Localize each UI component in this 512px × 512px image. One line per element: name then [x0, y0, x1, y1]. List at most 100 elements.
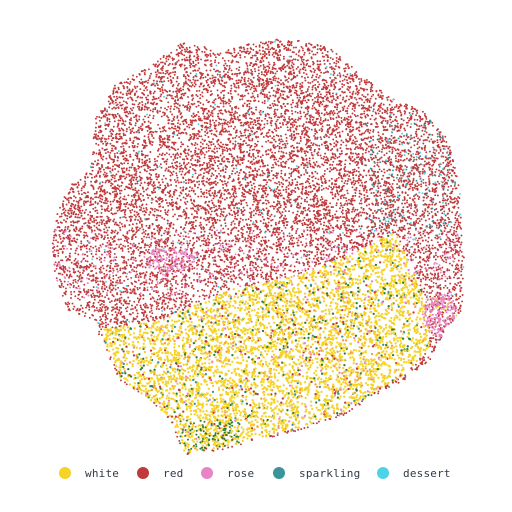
point-red — [176, 76, 179, 78]
point-red — [352, 173, 355, 176]
point-white — [218, 371, 221, 374]
point-red — [154, 191, 157, 194]
point-red — [325, 206, 328, 209]
point-white — [324, 367, 328, 371]
point-red — [290, 109, 293, 112]
point-red — [142, 281, 145, 284]
point-rose — [459, 288, 462, 291]
point-red — [127, 244, 130, 247]
point-red — [83, 184, 86, 187]
point-red — [419, 268, 422, 271]
point-red — [415, 114, 418, 117]
point-red — [313, 226, 316, 229]
point-red — [123, 211, 126, 214]
point-red — [173, 108, 175, 111]
point-dessert — [338, 414, 341, 417]
point-red — [333, 83, 335, 86]
point-red — [229, 92, 232, 95]
point-white — [181, 424, 185, 427]
point-red — [59, 237, 62, 240]
point-red — [226, 265, 228, 268]
point-red — [108, 286, 111, 289]
point-red — [226, 130, 229, 133]
point-dessert — [103, 248, 106, 251]
point-red — [113, 190, 116, 193]
point-red — [69, 204, 72, 207]
point-white — [255, 403, 258, 407]
point-white — [327, 308, 330, 311]
point-red — [134, 317, 137, 320]
point-white — [381, 340, 384, 343]
point-white — [239, 413, 242, 417]
point-red — [314, 132, 317, 135]
point-red — [156, 149, 159, 152]
point-red — [152, 92, 155, 95]
point-red — [354, 182, 357, 185]
point-red — [105, 324, 108, 327]
point-white — [351, 327, 355, 330]
point-red — [330, 168, 333, 171]
point-red — [160, 61, 162, 64]
point-red — [241, 278, 243, 281]
point-red — [275, 77, 277, 80]
point-red — [123, 239, 126, 242]
point-orange — [186, 376, 189, 379]
point-red — [422, 290, 425, 293]
point-red — [199, 77, 202, 80]
point-red — [73, 290, 76, 293]
point-red — [428, 248, 431, 250]
point-white — [331, 288, 334, 292]
point-red — [87, 219, 90, 222]
point-red — [205, 99, 208, 102]
point-red — [147, 106, 150, 109]
point-red — [214, 59, 217, 62]
point-red — [282, 55, 285, 58]
point-red — [100, 211, 103, 214]
point-red — [109, 203, 112, 206]
point-red — [269, 205, 272, 208]
point-red — [431, 133, 434, 136]
point-red — [88, 248, 91, 251]
point-red — [343, 254, 346, 257]
point-red — [223, 64, 225, 67]
point-red — [235, 195, 238, 198]
point-red — [62, 247, 65, 250]
point-red — [416, 194, 419, 197]
point-red — [394, 149, 397, 152]
point-red — [285, 247, 287, 250]
point-red — [134, 236, 137, 238]
point-red — [416, 182, 419, 185]
point-white — [229, 381, 232, 384]
point-white — [390, 356, 394, 360]
point-red — [314, 215, 317, 218]
point-red — [118, 101, 121, 104]
point-red — [126, 232, 129, 235]
point-red — [416, 147, 419, 150]
point-red — [211, 236, 214, 239]
point-red — [307, 268, 310, 270]
point-red — [170, 198, 173, 201]
point-red — [318, 227, 321, 230]
point-sparkling — [438, 172, 441, 175]
point-red — [457, 196, 460, 198]
point-red — [299, 135, 302, 138]
point-white — [293, 294, 296, 297]
point-red — [354, 148, 356, 151]
point-red — [260, 260, 263, 263]
point-red — [174, 260, 176, 263]
point-red — [425, 260, 428, 263]
point-red — [193, 127, 196, 130]
point-red — [459, 226, 462, 229]
point-red — [259, 165, 262, 168]
point-red — [183, 54, 186, 57]
point-red — [106, 289, 109, 292]
point-rose — [443, 253, 446, 256]
point-red — [282, 178, 285, 181]
point-red — [180, 141, 183, 144]
point-red — [71, 302, 74, 305]
point-white — [169, 414, 172, 417]
point-white — [251, 336, 254, 339]
point-red — [259, 41, 262, 44]
point-red — [105, 231, 108, 234]
